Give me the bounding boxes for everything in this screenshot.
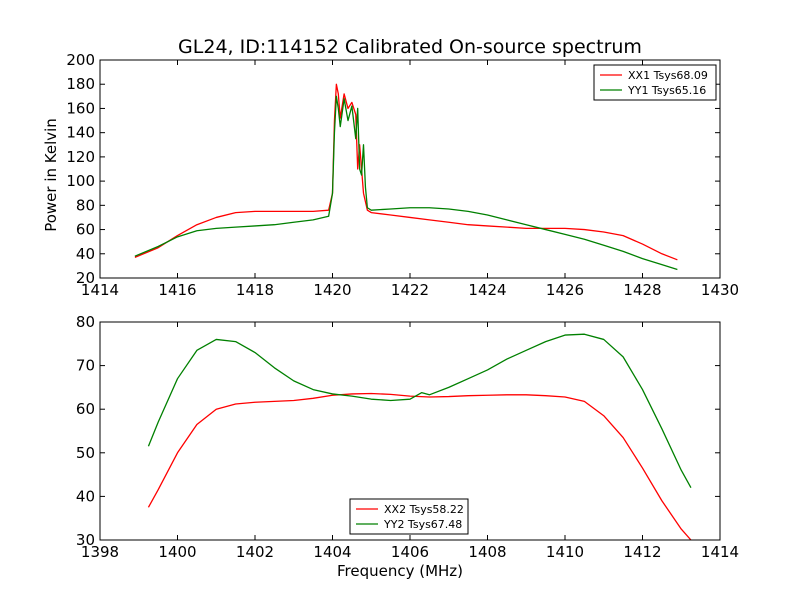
legend-box [349, 498, 469, 535]
top-panel-chart: 1414 1416 1418 1420 1422 1424 1426 1428 1430 20 40… [42, 51, 739, 299]
x-tick-label: 1404 [313, 543, 351, 561]
legend-label-2: YY1 Tsys65.16 [627, 84, 706, 97]
series-line-2 [134, 95, 678, 271]
series-line-1 [134, 83, 678, 261]
y-tick-label: 40 [76, 245, 95, 263]
y-tick-label: 70 [76, 357, 95, 375]
y-tick-label: 40 [76, 487, 95, 505]
series-line-1 [147, 392, 692, 540]
x-tick-label: 1406 [391, 543, 429, 561]
y-tick-label: 100 [66, 172, 95, 190]
series-lines [134, 83, 678, 271]
bottom-panel-chart: 1398 1400 1402 1404 1406 1408 1410 1412 1414 30 40… [76, 313, 739, 580]
x-axis-label: Frequency (MHz) [337, 562, 463, 580]
x-tick-label: 1422 [391, 281, 429, 299]
x-tick-label: 1414 [81, 281, 119, 299]
legend-box [593, 64, 717, 101]
legend-label-2: YY2 Tsys67.48 [383, 518, 462, 531]
y-tick-label: 180 [66, 75, 95, 93]
x-tick-label: 1430 [701, 281, 739, 299]
legend-label-1: XX2 Tsys58.22 [384, 503, 464, 516]
y-tick-label: 160 [66, 99, 95, 117]
legend-label-1: XX1 Tsys68.09 [628, 69, 708, 82]
x-tick-label: 1398 [81, 543, 119, 561]
x-tick-label: 1410 [546, 543, 584, 561]
y-tick-label: 50 [76, 444, 95, 462]
series-line-2 [147, 333, 692, 488]
x-tick-label: 1420 [313, 281, 351, 299]
y-tick-label: 140 [66, 124, 95, 142]
y-tick-label: 80 [76, 196, 95, 214]
x-tick-label: 1402 [236, 543, 274, 561]
x-tick-label: 1424 [468, 281, 506, 299]
y-tick-label: 200 [66, 51, 95, 69]
y-axis-label: Power in Kelvin [42, 118, 60, 232]
y-tick-label: 30 [76, 531, 95, 549]
x-tick-label: 1428 [623, 281, 661, 299]
x-tick-label: 1414 [701, 543, 739, 561]
legend: XX2 Tsys58.22 YY2 Tsys67.48 [349, 498, 469, 535]
y-tick-label: 20 [76, 269, 95, 287]
legend: XX1 Tsys68.09 YY1 Tsys65.16 [593, 64, 717, 101]
y-tick-label: 80 [76, 313, 95, 331]
y-tick-label: 60 [76, 221, 95, 239]
x-tick-label: 1408 [468, 543, 506, 561]
figure-title: GL24, ID:114152 Calibrated On-source spe… [178, 36, 642, 58]
x-tick-label: 1412 [623, 543, 661, 561]
x-tick-label: 1400 [158, 543, 196, 561]
x-tick-label: 1416 [158, 281, 196, 299]
y-tick-label: 120 [66, 148, 95, 166]
y-tick-label: 60 [76, 400, 95, 418]
x-tick-label: 1426 [546, 281, 584, 299]
series-lines [147, 333, 692, 540]
x-tick-label: 1418 [236, 281, 274, 299]
